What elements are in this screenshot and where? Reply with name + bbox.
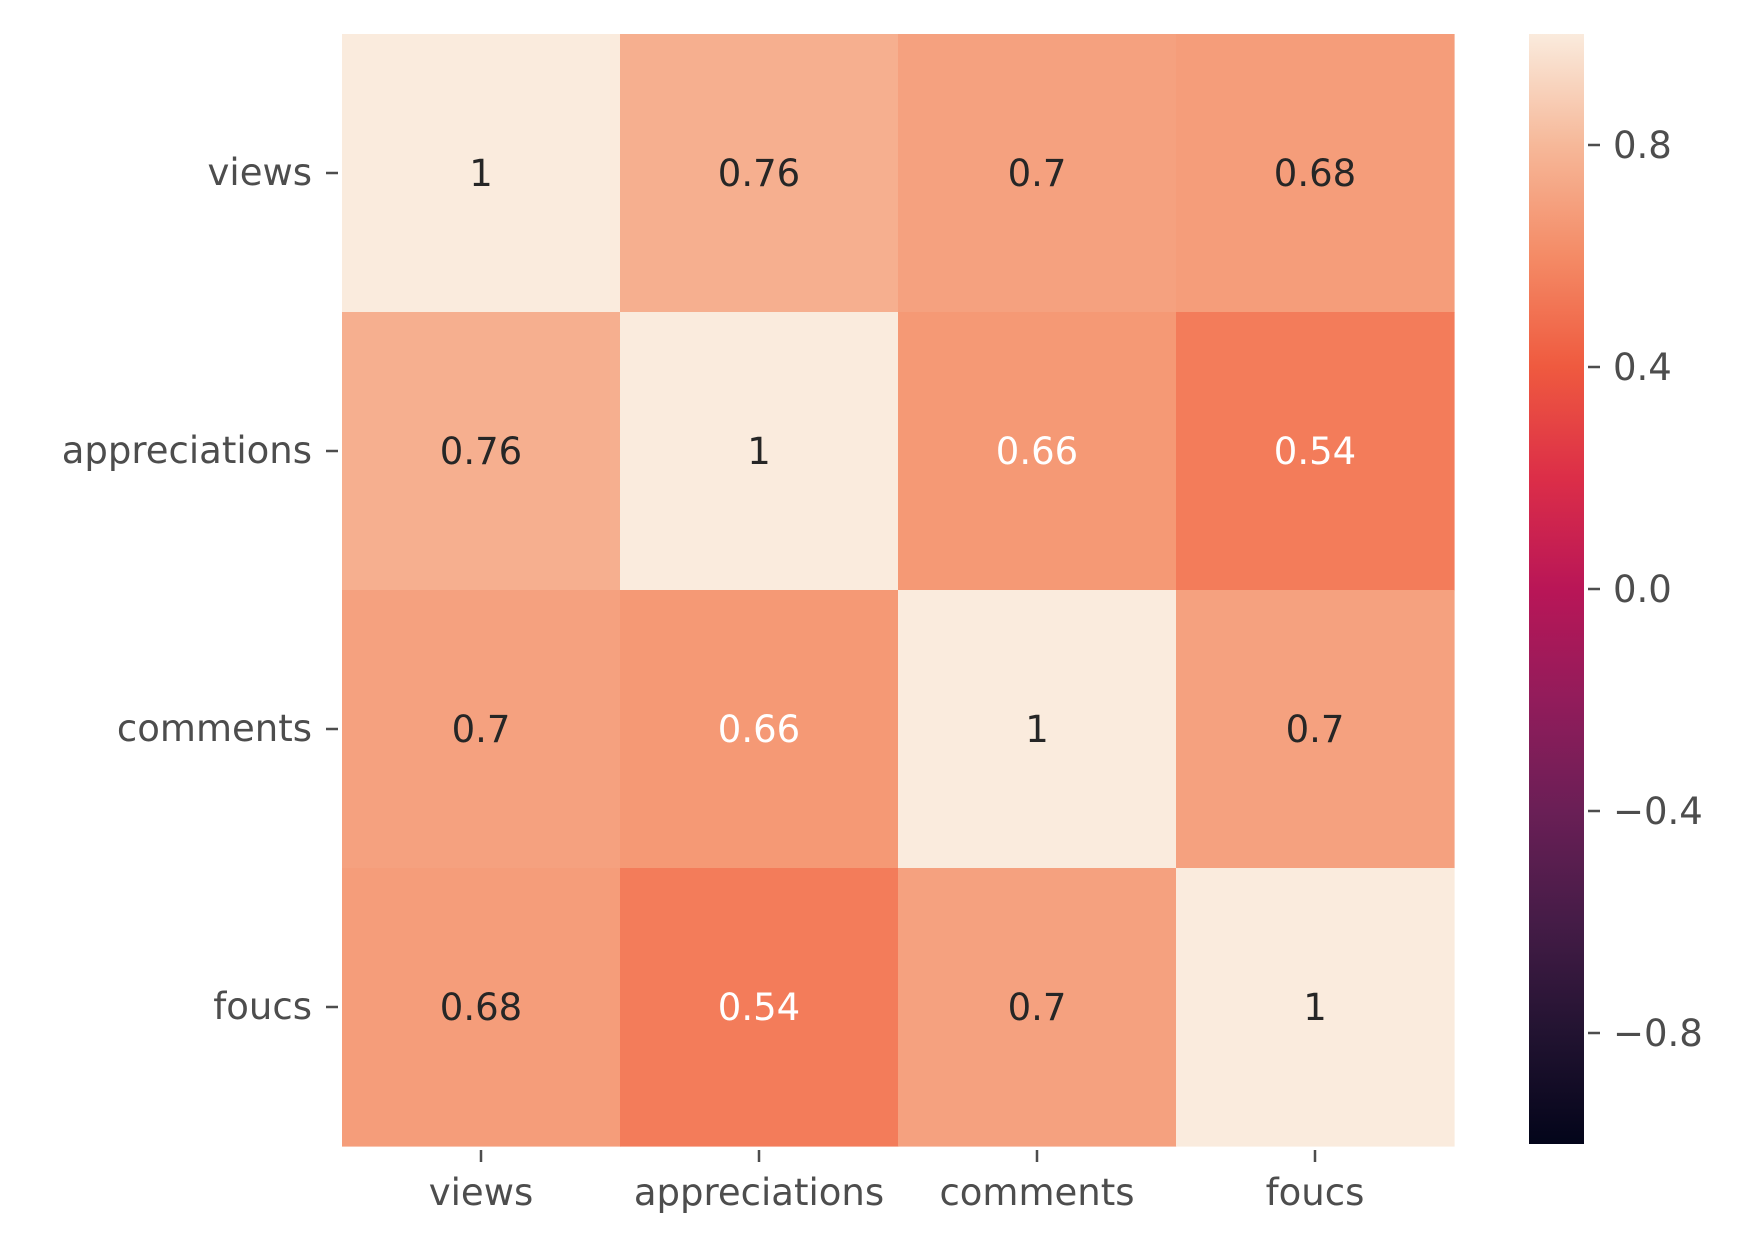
colorbar-tick-label: −0.4 — [1613, 790, 1703, 833]
cell-label-3-1: 0.54 — [718, 986, 800, 1029]
cell-label-1-3: 0.54 — [1274, 430, 1356, 473]
heatmap-cell-2-1 — [620, 590, 899, 869]
x-tick-label: foucs — [1266, 1171, 1365, 1214]
heatmap-cell-3-1 — [620, 868, 899, 1147]
heatmap-cell-1-3 — [1176, 312, 1455, 591]
x-axis: views appreciations comments foucs — [429, 1150, 1365, 1214]
x-tick-label: views — [429, 1171, 533, 1214]
colorbar-tick-label: 0.0 — [1613, 568, 1672, 611]
cell-label-2-0: 0.7 — [452, 708, 511, 751]
cell-label-2-3: 0.7 — [1286, 708, 1345, 751]
y-tick-label: views — [208, 151, 312, 194]
heatmap-cell-1-1 — [620, 312, 899, 591]
heatmap-cell-1-2 — [898, 312, 1177, 591]
cell-label-0-3: 0.68 — [1274, 152, 1356, 195]
colorbar-gradient — [1529, 34, 1584, 1144]
y-axis: views appreciations comments foucs — [62, 151, 338, 1028]
heatmap-cell-3-2 — [898, 868, 1177, 1147]
cell-label-0-2: 0.7 — [1008, 152, 1067, 195]
cell-label-3-2: 0.7 — [1008, 986, 1067, 1029]
cell-label-0-1: 0.76 — [718, 152, 800, 195]
colorbar-tick-label: 0.4 — [1613, 346, 1672, 389]
heatmap-cell-0-1 — [620, 34, 899, 313]
cell-label-1-0: 0.76 — [440, 430, 522, 473]
heatmap-cell-3-3 — [1176, 868, 1455, 1147]
colorbar: 0.8 0.4 0.0 −0.4 −0.8 — [1529, 34, 1703, 1144]
colorbar-tick-label: −0.8 — [1613, 1012, 1703, 1055]
heatmap-cell-0-3 — [1176, 34, 1455, 313]
cell-label-0-0: 1 — [469, 152, 493, 195]
heatmap-cell-3-0 — [342, 868, 621, 1147]
cell-label-2-1: 0.66 — [718, 708, 800, 751]
y-tick-label: foucs — [213, 985, 312, 1028]
heatmap-cell-2-2 — [898, 590, 1177, 869]
heatmap-cell-2-0 — [342, 590, 621, 869]
colorbar-tick-label: 0.8 — [1613, 124, 1672, 167]
cell-label-1-1: 1 — [747, 430, 771, 473]
cell-label-3-0: 0.68 — [440, 986, 522, 1029]
heatmap-cell-labels: 1 0.76 0.7 0.68 0.76 1 0.66 0.54 0.7 0.66 1 0.7 0.68… — [440, 152, 1356, 1029]
cell-label-1-2: 0.66 — [996, 430, 1078, 473]
cell-label-3-3: 1 — [1303, 986, 1327, 1029]
heatmap-cell-0-0 — [342, 34, 621, 313]
y-tick-label: appreciations — [62, 429, 312, 472]
x-tick-label: appreciations — [634, 1171, 884, 1214]
heatmap-cell-2-3 — [1176, 590, 1455, 869]
cell-label-2-2: 1 — [1025, 708, 1049, 751]
heatmap-cell-0-2 — [898, 34, 1177, 313]
x-tick-label: comments — [939, 1171, 1134, 1214]
heatmap-cells — [342, 34, 1455, 1147]
heatmap-cell-1-0 — [342, 312, 621, 591]
y-tick-label: comments — [117, 707, 312, 750]
